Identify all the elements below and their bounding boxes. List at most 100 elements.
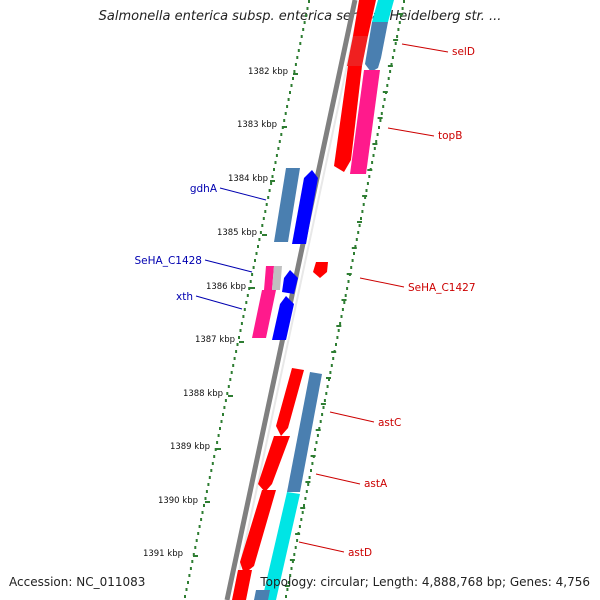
tick-dot	[239, 329, 242, 332]
tick-dot	[321, 413, 324, 416]
tick-dot	[300, 518, 303, 521]
gene-label-gdhA[interactable]: gdhA	[190, 183, 218, 195]
tick-dot	[319, 420, 322, 423]
gene-top-red-2[interactable]	[347, 36, 368, 66]
tick-dot	[257, 245, 259, 248]
tick-dot	[210, 469, 213, 472]
tick-dot	[188, 574, 191, 577]
tick-dot	[195, 539, 198, 542]
kbp-label: 1382 kbp	[248, 67, 288, 77]
tick-dot	[351, 259, 354, 262]
tick-dot	[219, 427, 221, 430]
tick-dot	[259, 231, 262, 234]
tick-dot	[236, 343, 239, 346]
tick-dot	[278, 140, 281, 143]
tick-dot	[322, 406, 325, 409]
gene-label-astC[interactable]: astC	[378, 417, 401, 429]
gene-astC-blue[interactable]	[287, 372, 322, 492]
tick-dot	[332, 357, 335, 360]
tick-dot	[203, 504, 205, 507]
tick-dot	[401, 7, 404, 10]
gene-leaders	[195, 43, 449, 553]
tick-dot	[273, 168, 275, 171]
tick-dot	[304, 497, 307, 500]
gene-label-topB[interactable]: topB	[438, 130, 462, 142]
gene-xth[interactable]	[272, 296, 294, 340]
tick-dot	[251, 273, 254, 276]
gene-SeHA_C1427[interactable]	[313, 262, 328, 278]
gene-astD-cyan[interactable]	[262, 492, 300, 600]
tick-dot	[298, 525, 301, 528]
tick-dot	[223, 406, 226, 409]
gene-label-xth[interactable]: xth	[176, 291, 193, 303]
tick-dot	[205, 490, 208, 493]
tick-dot	[232, 364, 235, 367]
tick-dot	[293, 553, 296, 556]
gene-selD-cyan[interactable]	[372, 0, 394, 22]
gene-astA[interactable]	[258, 436, 290, 492]
tick-dot	[197, 532, 200, 535]
tick-dot	[316, 434, 319, 437]
tick-dot	[267, 196, 270, 199]
tick-dot	[325, 392, 328, 395]
leader-topB	[387, 127, 435, 137]
tick-dot	[308, 0, 310, 3]
tick-dot	[211, 462, 214, 465]
tick-dot	[365, 189, 368, 192]
tick-dot	[240, 322, 243, 325]
tick-dot	[383, 98, 386, 101]
backbone-arc	[224, 0, 358, 600]
gene-astD[interactable]	[240, 490, 276, 574]
tick-dot	[277, 147, 280, 150]
gene-label-SeHA_C1428[interactable]: SeHA_C1428	[134, 255, 202, 267]
gene-label-astD[interactable]: astD	[348, 547, 372, 559]
backbone-arc-highlight	[232, 0, 362, 600]
tick-dot	[375, 140, 378, 143]
gene-astC[interactable]	[276, 368, 304, 436]
gene-top-red[interactable]	[353, 0, 376, 36]
gene-gdhA-steel[interactable]	[274, 168, 300, 242]
tick-dot	[201, 511, 204, 514]
tick-dot	[314, 448, 317, 451]
tick-dot	[387, 77, 390, 80]
tick-dot	[185, 588, 188, 591]
gene-bottom-red[interactable]	[232, 570, 252, 600]
gene-gdhA[interactable]	[292, 170, 318, 244]
gene-topB-red[interactable]	[334, 66, 362, 172]
tick-dot	[258, 238, 261, 241]
tick-dot	[297, 49, 300, 52]
gene-xth-pink[interactable]	[252, 290, 276, 338]
tick-dot	[264, 210, 267, 213]
tick-dot	[326, 385, 329, 388]
tick-dot	[208, 476, 211, 479]
tick-dot	[248, 287, 251, 290]
tick-dot	[252, 266, 255, 269]
gene-SeHA_C1428[interactable]	[282, 270, 298, 294]
gene-label-astA[interactable]: astA	[364, 478, 388, 490]
gene-label-selD[interactable]: selD	[452, 46, 475, 58]
tick-dot	[198, 525, 201, 528]
gene-SeHA_C1428-pink[interactable]	[264, 266, 274, 290]
tick-dot	[204, 497, 207, 500]
gene-SeHA_C1428-grey[interactable]	[272, 266, 282, 290]
tick-dot	[386, 84, 389, 87]
gene-selD[interactable]	[365, 22, 388, 72]
tick-dot	[289, 91, 291, 94]
gene-label-SeHA_C1427[interactable]: SeHA_C1427	[408, 282, 476, 294]
tick-dot	[389, 70, 392, 73]
tick-dot	[378, 126, 380, 129]
kbp-ticks	[193, 73, 298, 557]
gene-label-group: selD topB gdhA SeHA_C1428 SeHA_C1427 xth…	[134, 46, 475, 559]
gene-bottom-steel[interactable]	[254, 590, 270, 600]
forward-strand-genes	[232, 0, 394, 600]
tick-dot	[274, 161, 277, 164]
tick-dot	[360, 217, 362, 220]
tick-dot	[305, 490, 308, 493]
tick-dot	[187, 581, 189, 584]
tick-dot	[207, 483, 210, 486]
tick-dot	[343, 301, 346, 304]
gene-topB-pink[interactable]	[350, 70, 380, 174]
tick-dot	[289, 574, 292, 577]
tick-dot	[307, 483, 310, 486]
